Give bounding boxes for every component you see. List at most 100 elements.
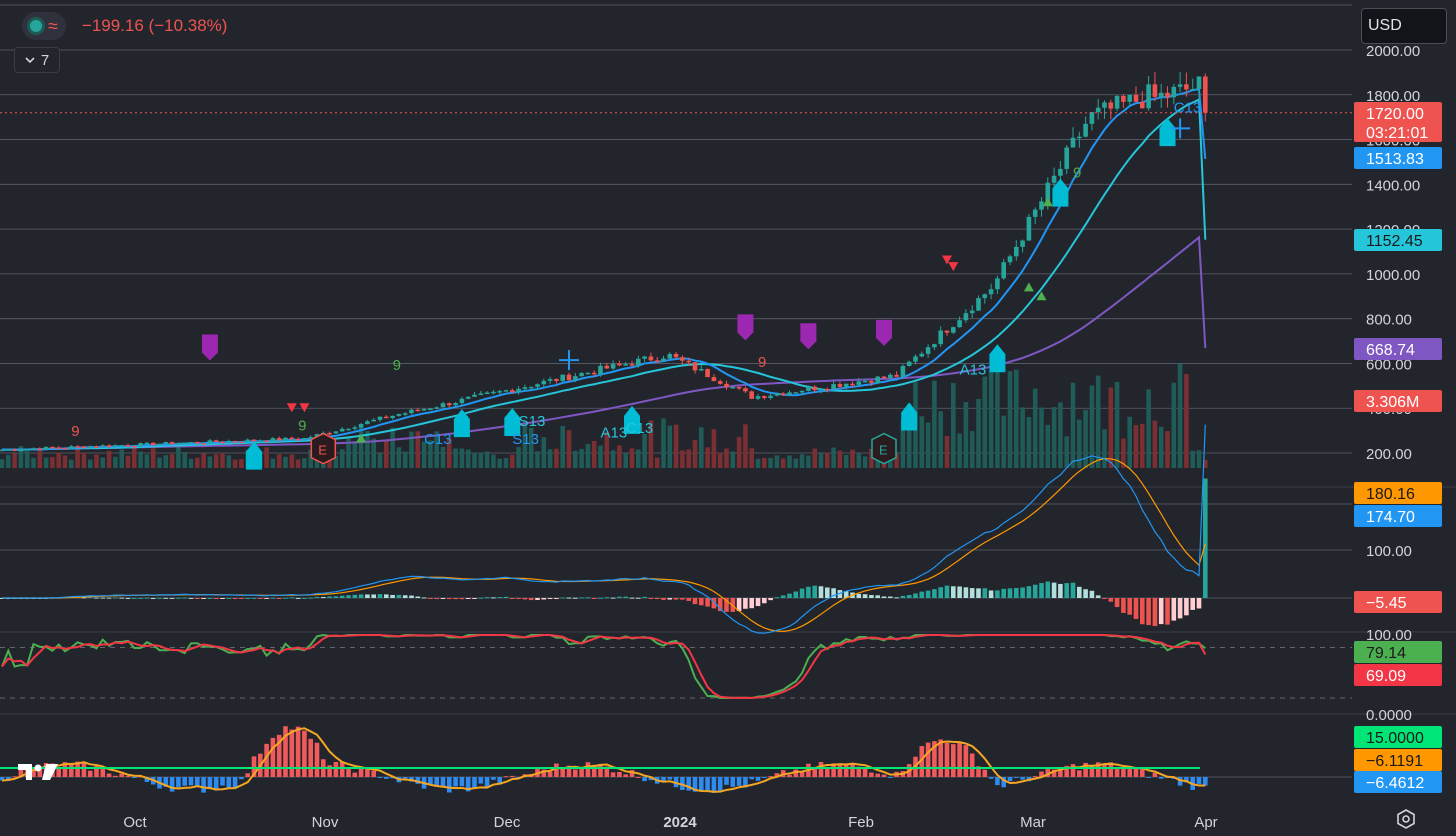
candle [623, 364, 628, 366]
candle [94, 446, 99, 448]
candle [566, 374, 572, 381]
volume-bar [302, 458, 307, 468]
candle [862, 380, 868, 383]
volume-bar [346, 437, 351, 468]
macd-bar [1102, 598, 1107, 599]
osc-bar [176, 777, 181, 788]
volume-bar [100, 457, 106, 468]
volume-bar [566, 430, 572, 468]
macd-bar [856, 593, 862, 598]
candle [113, 445, 118, 447]
stoch-d-line [1, 634, 1207, 699]
osc-bar [346, 767, 351, 777]
macd-bar [875, 595, 880, 598]
macd-bar [1051, 582, 1057, 598]
price-tick-label: 2000.00 [1366, 43, 1420, 60]
osc-bar [201, 777, 206, 793]
candle [226, 441, 232, 443]
candle [869, 380, 874, 383]
macd-bar [472, 598, 477, 599]
price-badge-bg [1354, 749, 1442, 771]
macd-bar [1077, 586, 1082, 598]
volume-bar [333, 456, 339, 468]
macd-bar [799, 588, 805, 598]
signal-text-label: C13 [626, 420, 654, 437]
price-badge-text: 15.0000 [1366, 730, 1424, 747]
volume-bar [453, 448, 458, 468]
volume-bar [176, 447, 181, 468]
osc-bar [1020, 777, 1025, 780]
price-badge-text: 79.14 [1366, 645, 1406, 662]
candle [24, 448, 30, 451]
volume-bars [0, 363, 1208, 468]
osc-bar [799, 771, 805, 777]
volume-bar [402, 451, 408, 468]
osc-bar [724, 777, 729, 785]
price-tick-label: 800.00 [1366, 312, 1412, 329]
macd-bar [302, 597, 307, 599]
macd-bar [1014, 587, 1019, 598]
macd-bar [951, 586, 956, 598]
tradingview-logo-icon[interactable] [16, 760, 60, 784]
macd-bar [346, 595, 351, 598]
macd-bar [862, 594, 868, 598]
collapse-indicators-button[interactable]: 7 [14, 47, 60, 73]
volume-bar [182, 452, 187, 468]
osc-bar [1196, 777, 1202, 785]
sell-signal-marker [800, 323, 817, 350]
candles [0, 72, 1208, 452]
osc-bar [812, 767, 817, 777]
price-badge-text: 668.74 [1366, 342, 1415, 359]
volume-bar [188, 458, 194, 468]
macd-bar [207, 597, 213, 599]
volume-bar [680, 450, 685, 468]
cross-marker-icon [559, 350, 579, 371]
candle [1058, 168, 1063, 176]
volume-bar [629, 448, 635, 468]
signal-text-label: C13 [424, 431, 452, 448]
candle [579, 373, 584, 377]
macd-bar [144, 597, 150, 599]
macd-bar [1127, 598, 1132, 615]
candle [894, 374, 899, 377]
candle [245, 439, 250, 442]
osc-bar [1064, 765, 1069, 777]
candle [636, 358, 641, 366]
volume-bar [591, 440, 597, 468]
osc-bar [932, 741, 937, 777]
signal-text-label: S13 [519, 413, 546, 430]
macd-bar [787, 593, 792, 598]
volume-bar [957, 433, 962, 468]
osc-bar [239, 777, 244, 780]
osc-bar [308, 738, 313, 777]
volume-bar [667, 425, 673, 468]
macd-bar [447, 598, 452, 600]
osc-bar [686, 777, 691, 791]
osc-bar [585, 762, 591, 777]
volume-bar [125, 455, 131, 468]
macd-bar [510, 598, 515, 599]
earnings-label: E [318, 443, 327, 458]
candle [976, 298, 981, 311]
candle [818, 389, 824, 391]
volume-bar [396, 447, 402, 468]
volume-bar [1133, 425, 1139, 468]
candle [522, 387, 528, 389]
candle [239, 441, 244, 444]
macd-bar [812, 585, 817, 598]
settings-icon[interactable] [1395, 808, 1417, 830]
osc-bar [869, 772, 874, 777]
candle [888, 374, 893, 378]
symbol-status-pill[interactable]: ≈ [22, 12, 66, 40]
candle [1064, 147, 1069, 169]
collapse-count: 7 [40, 51, 50, 69]
candle [762, 396, 767, 398]
macd-bar [818, 586, 824, 598]
macd-bar [402, 595, 408, 598]
candle [969, 310, 975, 314]
osc-bar [37, 768, 43, 777]
candle [18, 449, 24, 452]
volume-bar [308, 449, 313, 468]
currency-selector[interactable]: USD [1361, 8, 1447, 44]
